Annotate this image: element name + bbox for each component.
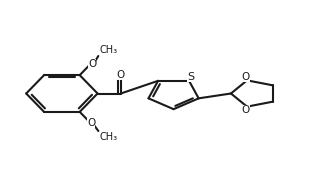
Text: CH₃: CH₃ — [100, 131, 118, 142]
Text: O: O — [117, 70, 125, 80]
Text: O: O — [241, 105, 249, 115]
Text: O: O — [241, 72, 249, 82]
Text: O: O — [88, 59, 96, 69]
Text: O: O — [87, 118, 95, 128]
Text: S: S — [187, 72, 194, 82]
Text: CH₃: CH₃ — [100, 45, 118, 55]
